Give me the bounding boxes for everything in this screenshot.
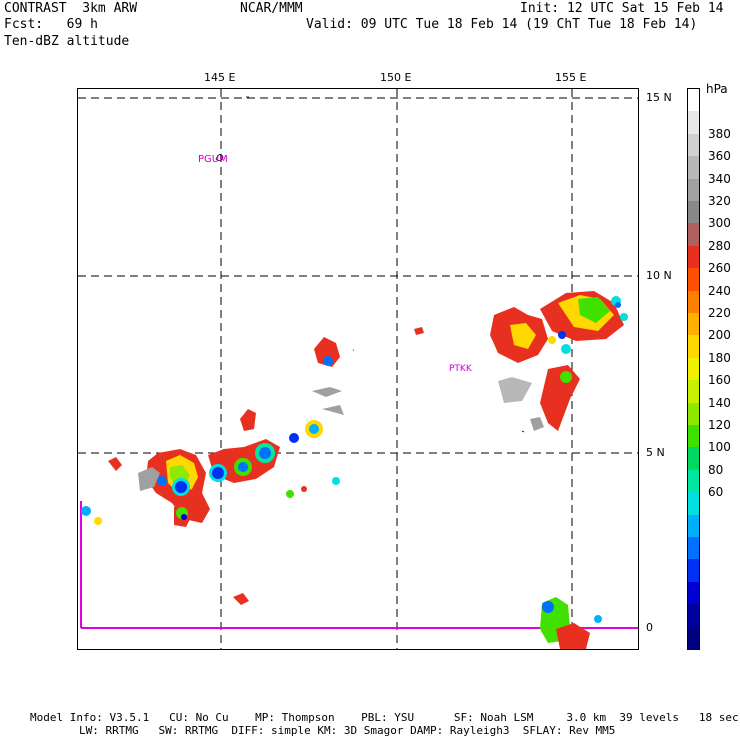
lon-label-155: 155 E [555, 71, 587, 84]
colorbar-label: 140 [708, 395, 731, 410]
model-title: CONTRAST 3km ARW [4, 1, 138, 16]
colorbar-segment [688, 357, 699, 381]
colorbar-segment [688, 604, 699, 628]
lon-label-145: 145 E [204, 71, 236, 84]
init-time: Init: 12 UTC Sat 15 Feb 14 [520, 1, 724, 16]
lat-label-15n: 15 N [646, 91, 672, 104]
colorbar-segment [688, 425, 699, 448]
colorbar-segment [688, 201, 699, 224]
colorbar-segment [688, 178, 699, 202]
colorbar-segment [688, 335, 699, 359]
colorbar-segment [688, 156, 699, 180]
colorbar-segment [688, 626, 699, 650]
colorbar-label: 80 [708, 462, 724, 477]
lat-label-10n: 10 N [646, 269, 672, 282]
colorbar-label: 200 [708, 328, 731, 343]
colorbar-segment [688, 402, 699, 426]
model-info-line2: LW: RRTMG SW: RRTMG DIFF: simple KM: 3D … [79, 724, 616, 737]
colorbar-segment [688, 89, 699, 112]
colorbar-segment [688, 290, 699, 314]
forecast-hour: Fcst: 69 h [4, 17, 98, 32]
colorbar-segment [688, 469, 699, 493]
colorbar-label: 120 [708, 418, 731, 432]
colorbar-segment [688, 581, 699, 605]
colorbar-segment [688, 268, 699, 292]
colorbar-segment [688, 559, 699, 583]
colorbar-segment [688, 245, 699, 269]
lon-label-150: 150 E [380, 71, 412, 84]
echo-cells [81, 291, 628, 649]
colorbar-label: 320 [708, 194, 731, 208]
colorbar-unit: hPa [706, 82, 728, 96]
colorbar-label: 160 [708, 373, 731, 388]
field-name: Ten-dBZ altitude [4, 34, 130, 49]
colorbar-label: 340 [708, 171, 731, 186]
colorbar-label: 220 [708, 306, 731, 320]
model-info-line1: Model Info: V3.5.1 CU: No Cu MP: Thompso… [30, 711, 739, 724]
colorbar-label: 280 [708, 238, 731, 253]
colorbar-segment [688, 313, 699, 336]
station-label-pgum: PGUM [198, 154, 228, 165]
map-panel: PGUM PTKK [77, 88, 639, 650]
colorbar-label: 60 [708, 485, 724, 500]
colorbar-label: 380 [708, 126, 731, 141]
colorbar-segment [688, 133, 699, 157]
colorbar-segment [688, 380, 699, 404]
map-plot: PGUM PTKK [78, 89, 638, 649]
colorbar-label: 360 [708, 149, 731, 164]
colorbar-label: 260 [708, 261, 731, 276]
valid-time: Valid: 09 UTC Tue 18 Feb 14 (19 ChT Tue … [306, 17, 698, 32]
colorbar-segment [688, 514, 699, 538]
colorbar-label: 240 [708, 283, 731, 298]
colorbar [687, 88, 700, 650]
colorbar-segment [688, 447, 699, 471]
colorbar-label: 100 [708, 440, 731, 455]
station-label-ptkk: PTKK [449, 364, 473, 374]
coastlines [215, 96, 525, 433]
lat-label-0: 0 [646, 621, 653, 634]
colorbar-segment [688, 111, 699, 135]
colorbar-label: 180 [708, 350, 731, 365]
colorbar-segment [688, 223, 699, 247]
organization: NCAR/MMM [240, 1, 303, 16]
colorbar-segment [688, 492, 699, 516]
colorbar-segment [688, 537, 699, 560]
lat-label-5n: 5 N [646, 446, 665, 459]
colorbar-label: 300 [708, 216, 731, 231]
